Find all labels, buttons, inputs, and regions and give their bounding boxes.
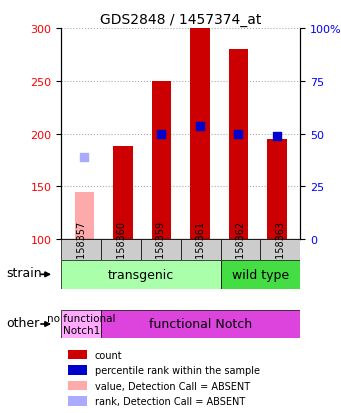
Text: percentile rank within the sample: percentile rank within the sample [95, 365, 260, 375]
Point [197, 123, 203, 130]
Text: wild type: wild type [232, 268, 289, 281]
Bar [101, 240, 141, 260]
Point [274, 133, 280, 140]
Bar [221, 260, 300, 289]
Bar [267, 140, 286, 240]
Point [82, 154, 87, 161]
Text: no functional
Notch1: no functional Notch1 [47, 313, 116, 335]
Point [159, 131, 164, 138]
Text: GSM158362: GSM158362 [235, 221, 246, 279]
Title: GDS2848 / 1457374_at: GDS2848 / 1457374_at [100, 12, 262, 26]
Bar [190, 29, 210, 240]
Bar [152, 81, 171, 240]
Text: GSM158359: GSM158359 [156, 221, 166, 279]
Point [236, 131, 241, 138]
Text: GSM158361: GSM158361 [196, 221, 206, 279]
Bar [68, 396, 87, 406]
Bar [141, 240, 181, 260]
Bar [113, 147, 133, 240]
Text: GSM158360: GSM158360 [116, 221, 126, 279]
Text: GSM158357: GSM158357 [76, 220, 86, 280]
Text: value, Detection Call = ABSENT: value, Detection Call = ABSENT [95, 381, 250, 391]
Bar [61, 260, 221, 289]
Bar [181, 240, 221, 260]
Bar [101, 310, 300, 339]
Bar [61, 310, 101, 339]
Text: functional Notch: functional Notch [149, 318, 252, 331]
Text: strain: strain [6, 267, 42, 280]
Text: rank, Detection Call = ABSENT: rank, Detection Call = ABSENT [95, 396, 245, 406]
Text: transgenic: transgenic [108, 268, 174, 281]
Bar [68, 366, 87, 375]
Text: other: other [6, 316, 40, 329]
Bar [260, 240, 300, 260]
Bar [221, 240, 260, 260]
Text: GSM158363: GSM158363 [275, 221, 285, 279]
Bar [75, 192, 94, 240]
Bar [68, 381, 87, 390]
Bar [68, 350, 87, 359]
Bar [61, 240, 101, 260]
Bar [229, 50, 248, 240]
Text: count: count [95, 350, 122, 360]
